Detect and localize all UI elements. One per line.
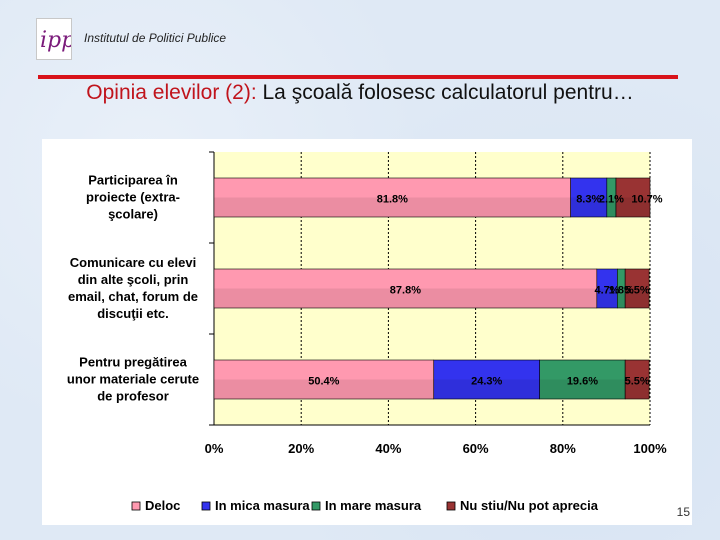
title-prefix: Opinia elevilor (2): — [86, 81, 257, 104]
title-main: La şcoală folosesc calculatorul pentru… — [256, 81, 634, 104]
data-label: 10.7% — [631, 194, 662, 206]
legend-label: In mare masura — [325, 498, 422, 513]
category-label: discuţii etc. — [97, 306, 169, 321]
category-label: Pentru pregătirea — [79, 355, 187, 370]
data-label: 19.6% — [567, 376, 598, 388]
slide-title: Opinia elevilor (2): La şcoală folosesc … — [60, 80, 660, 106]
bar-segment — [213, 177, 571, 218]
stacked-bar-chart: 0% 20% 40% 60% 80% 100% 81.8% 8.3%2.1% 10.7% Part… — [67, 151, 667, 513]
bar-segment-shade — [433, 379, 540, 399]
data-label: 4.7% — [595, 285, 620, 297]
category-label: proiecte (extra- — [86, 190, 180, 205]
bar-segment-shade — [214, 288, 597, 308]
bar-segment-shade — [606, 197, 616, 217]
title-divider — [38, 75, 678, 79]
data-label: 24.3% — [471, 376, 502, 388]
data-label: 81.8% — [377, 194, 408, 206]
category-label: şcolare) — [108, 207, 158, 222]
x-tick-label: 60% — [463, 441, 489, 456]
legend-label: Nu stiu/Nu pot aprecia — [460, 498, 599, 513]
bar-segment-shade — [625, 288, 650, 308]
bar-segment-shade — [625, 379, 650, 399]
data-label: 1.8% — [609, 285, 634, 297]
legend-label: In mica masura — [215, 498, 310, 513]
category-label: Comunicare cu elevi — [70, 255, 196, 270]
legend-swatch — [201, 501, 211, 511]
bar-segment-shade — [539, 379, 626, 399]
bar-segment — [624, 359, 650, 400]
legend-swatch — [131, 501, 141, 511]
data-label: 50.4% — [308, 376, 339, 388]
page-number: 15 — [676, 505, 690, 519]
legend-label: Deloc — [145, 498, 180, 513]
x-tick-label: 40% — [375, 441, 401, 456]
chart-area: 0% 20% 40% 60% 80% 100% 81.8% 8.3% 2.1% 10.7% Part… — [42, 139, 692, 525]
bar-segment-shade — [615, 197, 650, 217]
bar-segment-shade — [596, 288, 618, 308]
category-label: email, chat, forum de — [68, 289, 198, 304]
category-label: Participarea în — [88, 173, 178, 188]
bar-segment — [433, 359, 540, 400]
bar-segment — [615, 177, 651, 218]
ipp-logo: ipp — [36, 18, 72, 60]
data-label: 5.5% — [625, 376, 650, 388]
data-label: 5.5% — [625, 285, 650, 297]
data-label: 2.1% — [599, 194, 624, 206]
bar-segment-shade — [214, 197, 571, 217]
logo-text: ipp — [40, 28, 71, 53]
bar-segment — [213, 359, 435, 400]
legend-swatch — [311, 501, 321, 511]
x-tick-label: 80% — [550, 441, 576, 456]
category-label: din alte şcoli, prin — [78, 272, 189, 287]
x-tick-label: 0% — [205, 441, 224, 456]
bar-segment-shade — [570, 197, 607, 217]
bar-segment-shade — [214, 379, 434, 399]
category-label: de profesor — [97, 389, 169, 404]
bar-segment — [539, 359, 626, 400]
data-label: 8.3% — [576, 194, 601, 206]
institute-name: Institutul de Politici Publice — [84, 31, 227, 45]
bar-segment — [624, 268, 650, 309]
x-tick-label: 100% — [633, 441, 667, 456]
bar-segment-shade — [617, 288, 626, 308]
bar-segment — [213, 268, 598, 309]
data-label: 87.8% — [390, 285, 421, 297]
x-tick-label: 20% — [288, 441, 314, 456]
category-label: unor materiale cerute — [67, 372, 199, 387]
legend-swatch — [446, 501, 456, 511]
